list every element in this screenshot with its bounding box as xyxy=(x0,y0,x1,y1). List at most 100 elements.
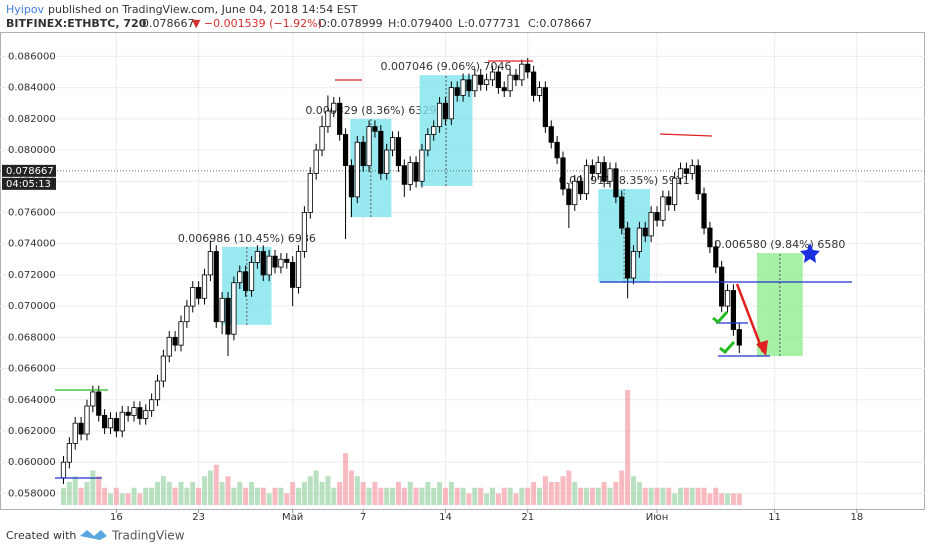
volume-bar xyxy=(636,482,642,505)
volume-bar xyxy=(531,482,537,505)
volume-bar xyxy=(96,476,102,505)
volume-bar xyxy=(460,487,466,505)
candle-body xyxy=(619,196,625,229)
candle-body xyxy=(501,87,507,92)
candle-body xyxy=(448,87,454,120)
volume-bar xyxy=(413,487,419,505)
volume-bar xyxy=(149,487,155,505)
volume-bar xyxy=(395,482,401,505)
candle-body xyxy=(560,157,566,190)
candle-body xyxy=(695,165,701,195)
candle-body xyxy=(601,162,607,182)
candle-body xyxy=(595,162,601,174)
candle-body xyxy=(666,196,672,206)
candle-body xyxy=(96,391,102,416)
volume-bar xyxy=(401,487,407,505)
low: L:0.077731 xyxy=(458,17,520,30)
candle-body xyxy=(248,262,255,291)
volume-bar xyxy=(695,487,701,505)
candle-body xyxy=(290,262,296,288)
candle-body xyxy=(137,407,143,419)
plot-frame xyxy=(0,32,925,510)
volume-bar xyxy=(143,487,149,505)
close: C:0.078667 xyxy=(528,17,592,30)
candle-body xyxy=(442,102,449,120)
candle-body xyxy=(542,87,548,128)
volume-bar xyxy=(296,487,302,505)
author[interactable]: Hyipov xyxy=(6,3,45,16)
candle-body xyxy=(677,168,684,179)
volume-bar xyxy=(572,482,578,505)
y-tick-label: 0.072000 xyxy=(8,270,56,281)
x-tick-label: 18 xyxy=(850,512,863,523)
candle-body xyxy=(160,355,166,382)
candle-body xyxy=(325,110,331,128)
high: H:0.079400 xyxy=(388,17,452,30)
candle-body xyxy=(554,141,560,159)
y-tick-label: 0.082000 xyxy=(8,114,56,125)
volume-bar xyxy=(725,493,731,505)
candle-body xyxy=(119,411,125,432)
candle-body xyxy=(307,173,313,213)
volume-bar xyxy=(196,487,202,505)
candle-body xyxy=(572,180,578,206)
candle-body xyxy=(578,180,584,195)
candle-body xyxy=(295,251,302,288)
candle-body xyxy=(278,258,284,268)
volume-bar xyxy=(548,482,554,505)
candle-body xyxy=(613,168,619,198)
volume-bar xyxy=(266,493,272,505)
candle-body xyxy=(689,165,695,174)
candle-body xyxy=(707,227,713,248)
candle-body xyxy=(683,168,690,174)
candle-body xyxy=(225,297,231,335)
candle-body xyxy=(401,165,407,185)
volume-bar xyxy=(489,487,495,505)
candle-body xyxy=(166,336,172,357)
candle-body xyxy=(519,63,525,81)
candle-body xyxy=(196,286,202,299)
y-tick-label: 0.070000 xyxy=(8,301,56,312)
candle-body xyxy=(331,102,337,112)
timer-label: 04:05:13 xyxy=(6,179,51,190)
candle-body xyxy=(460,79,466,96)
volume-bar xyxy=(272,487,278,505)
x-tick-label: 14 xyxy=(439,512,452,523)
candle-body xyxy=(107,418,114,429)
volume-layer xyxy=(60,390,742,505)
candle-body xyxy=(648,212,654,237)
volume-bar xyxy=(307,476,313,505)
x-tick-label: 21 xyxy=(521,512,534,523)
volume-bar xyxy=(683,487,689,505)
volume-bar xyxy=(407,482,413,505)
y-tick-label: 0.080000 xyxy=(8,145,56,156)
volume-bar xyxy=(583,487,589,505)
candle-body xyxy=(436,102,443,128)
candle-body xyxy=(407,162,413,185)
volume-bar xyxy=(713,487,719,505)
candle-body xyxy=(360,141,366,167)
volume-bar xyxy=(137,493,143,505)
volume-bar xyxy=(513,493,519,505)
volume-bar xyxy=(484,493,490,505)
candle-body xyxy=(654,212,660,221)
candle-body xyxy=(625,227,631,279)
brand[interactable]: TradingView xyxy=(111,529,185,543)
candle-body xyxy=(154,380,161,401)
tv-logo xyxy=(80,530,107,540)
candle-body xyxy=(84,405,90,435)
volume-bar xyxy=(366,487,372,505)
volume-bar xyxy=(419,487,425,505)
volume-bar xyxy=(736,493,742,505)
volume-bar xyxy=(60,487,66,505)
candle-body xyxy=(736,329,742,346)
volume-bar xyxy=(701,487,707,505)
y-tick-label: 0.060000 xyxy=(8,457,56,468)
volume-bar xyxy=(66,482,72,505)
range-label: 0.005911 (8.35%) 5911 xyxy=(559,174,690,187)
candle-body xyxy=(237,271,243,284)
last-price: 0.078667 xyxy=(142,17,195,30)
y-tick-label: 0.058000 xyxy=(8,488,56,499)
candle-body xyxy=(78,422,84,435)
volume-bar xyxy=(372,482,378,505)
